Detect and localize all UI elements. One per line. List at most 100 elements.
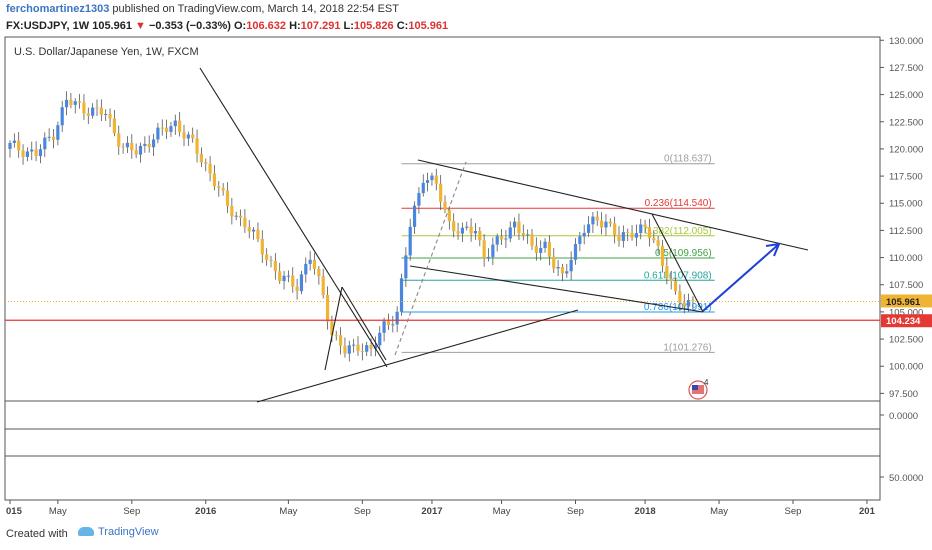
fib-level-label: 0.382(112.005) (645, 226, 712, 237)
candle (208, 163, 212, 174)
candle (299, 274, 304, 292)
candle (534, 245, 538, 253)
x-tick-label: Sep (785, 506, 802, 517)
candle (278, 271, 282, 282)
candle (60, 107, 64, 126)
ohlc-line: FX:USDJPY, 1W 105.961 ▼ −0.353 (−0.33%) … (6, 20, 448, 32)
candle (295, 286, 299, 292)
candle (56, 125, 60, 140)
candle (356, 344, 360, 351)
candle (243, 217, 247, 228)
fib-level-label: 0(118.637) (664, 154, 712, 165)
candle (95, 107, 99, 109)
candle (195, 138, 199, 154)
y-tick-label: 105.000 (889, 307, 923, 318)
candle (526, 234, 530, 236)
candle (17, 140, 21, 151)
candle (378, 332, 382, 346)
candle (456, 231, 460, 234)
candle (582, 232, 586, 237)
author-link[interactable]: ferchomartinez1303 (6, 3, 110, 15)
candle (687, 300, 691, 307)
candle (386, 321, 391, 326)
candle (47, 136, 51, 138)
projection-arrow-head (765, 242, 781, 257)
low-value: 105.826 (353, 20, 394, 32)
footer: Created with TradingView (0, 522, 932, 550)
channel-lower-line (409, 265, 704, 313)
candle (69, 99, 73, 105)
y-tick-label: 127.500 (889, 63, 923, 74)
main-pane-frame (4, 36, 881, 402)
candle (639, 224, 643, 234)
candle (312, 259, 317, 270)
y-tick-label: 107.500 (889, 280, 923, 291)
short-trend-line (341, 286, 387, 361)
x-tick-label: 201 (859, 506, 876, 517)
candle (339, 335, 343, 346)
x-tick-label: May (710, 506, 728, 517)
tradingview-logo[interactable]: TradingView (78, 526, 159, 538)
candle (191, 134, 195, 139)
high-label: H: (289, 20, 301, 32)
y-tick-label: 115.000 (889, 199, 923, 210)
candle (421, 182, 425, 194)
candle (373, 345, 377, 349)
support-price-tag-label: 104.234 (886, 316, 921, 327)
candle (613, 223, 617, 235)
y-tick-label: 130.000 (889, 36, 923, 47)
downtrend-line (199, 67, 388, 368)
candle (160, 127, 164, 129)
candle (643, 224, 647, 228)
candle (252, 229, 256, 232)
last-price-tag-label: 105.961 (886, 297, 921, 308)
candle (304, 263, 308, 275)
indicator-tick-label: 50.0000 (889, 473, 923, 484)
rising-support-line (256, 309, 579, 403)
high-value: 107.291 (300, 20, 341, 32)
candle (173, 120, 177, 127)
candle (508, 227, 512, 239)
candle (600, 220, 604, 228)
brand-name: TradingView (98, 526, 159, 538)
y-tick-label: 122.500 (889, 117, 923, 128)
candle (234, 215, 238, 217)
candle (586, 224, 591, 233)
candle (595, 216, 599, 221)
candle (34, 149, 38, 157)
candle (260, 238, 264, 255)
y-tick-label: 120.000 (889, 144, 923, 155)
candle (12, 140, 16, 143)
candle (330, 321, 334, 336)
candle (469, 226, 473, 234)
candle (539, 248, 543, 253)
candle (225, 190, 230, 206)
candle (682, 302, 686, 307)
candle (608, 221, 612, 224)
candle (352, 344, 356, 346)
candle (660, 245, 665, 267)
candle (221, 188, 225, 191)
candle (347, 345, 351, 354)
candle (343, 345, 347, 354)
candle (121, 146, 125, 148)
candle (38, 149, 43, 157)
indicator-tick-label: 0.0000 (889, 411, 918, 422)
candle (499, 236, 504, 240)
candle (465, 226, 469, 228)
candle (473, 230, 478, 234)
candle (482, 240, 486, 259)
last-price: 105.961 (92, 20, 132, 32)
candle (530, 234, 534, 246)
candle (247, 227, 251, 232)
candle (282, 275, 286, 282)
candle (691, 300, 695, 302)
candle (604, 221, 608, 228)
candle (412, 205, 417, 227)
candle (591, 216, 595, 225)
candle (426, 180, 430, 183)
candle (51, 136, 56, 140)
fib-level-label: 0.5(109.956) (655, 248, 712, 259)
short-trend-line (324, 286, 343, 371)
chart-area[interactable]: U.S. Dollar/Japanese Yen, 1W, FXCM 130.00… (0, 0, 932, 522)
